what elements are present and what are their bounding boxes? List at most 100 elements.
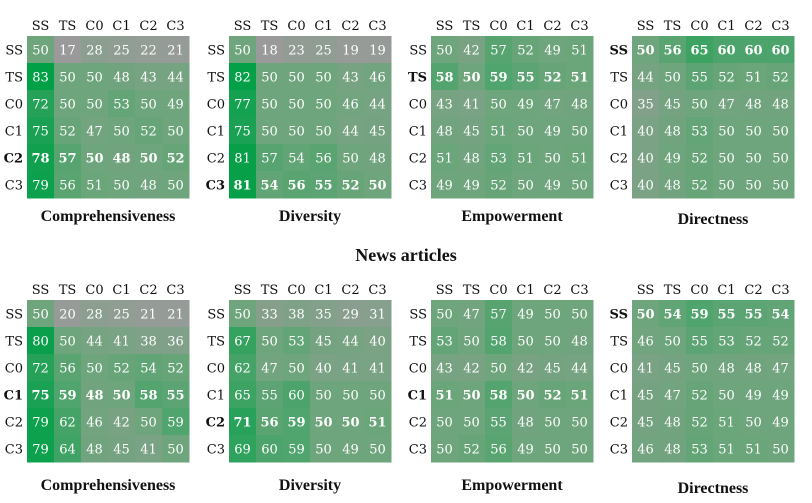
heatmap-cell xyxy=(566,144,594,172)
cell-value-label: 50 xyxy=(167,125,184,140)
row-label: SS xyxy=(409,44,427,59)
cell-value-label: 51 xyxy=(368,416,386,431)
cell-value-label: 35 xyxy=(315,308,332,323)
heatmap-cell xyxy=(162,327,190,355)
row-label: SS xyxy=(207,44,225,59)
heatmap-cell xyxy=(256,63,284,91)
heatmap-cell xyxy=(310,300,338,328)
heatmap-cell xyxy=(27,354,55,382)
heatmap-cell xyxy=(135,63,163,91)
cell-value-label: 50 xyxy=(571,179,588,194)
heatmap-cell xyxy=(659,435,687,463)
cell-value-label: 52 xyxy=(341,179,359,194)
heatmap-cell xyxy=(659,117,687,145)
heatmap-cell xyxy=(512,117,540,145)
cell-value-label: 36 xyxy=(167,335,184,350)
cell-value-label: 48 xyxy=(113,71,130,86)
heatmap-cell xyxy=(283,144,311,172)
cell-value-label: 40 xyxy=(637,152,654,167)
heatmap-cell xyxy=(108,300,136,328)
cell-value-label: 50 xyxy=(691,98,708,113)
heatmap-cell xyxy=(458,36,486,64)
heatmap-cell xyxy=(54,90,82,118)
cell-value-label: 49 xyxy=(544,125,561,140)
row-label: C0 xyxy=(5,362,23,377)
cell-value-label: 43 xyxy=(436,98,453,113)
heatmap-cell xyxy=(632,354,660,382)
heatmap-cell xyxy=(337,36,365,64)
column-label: SS xyxy=(436,283,454,298)
cell-value-label: 54 xyxy=(771,308,789,323)
cell-value-label: 41 xyxy=(140,443,157,458)
heatmap-cell xyxy=(539,381,567,409)
heatmap-cell xyxy=(512,63,540,91)
heatmap-cell xyxy=(539,408,567,436)
column-label: C3 xyxy=(166,283,184,298)
cell-value-label: 56 xyxy=(287,179,305,194)
cell-value-label: 75 xyxy=(234,125,251,140)
panel-title-directness: Directness xyxy=(677,211,749,228)
column-label: C2 xyxy=(139,283,157,298)
heatmap-cell xyxy=(81,408,109,436)
column-label: SS xyxy=(32,19,50,34)
cell-value-label: 50 xyxy=(315,125,332,140)
cell-value-label: 78 xyxy=(31,152,49,167)
cell-value-label: 48 xyxy=(664,416,681,431)
row-label: C2 xyxy=(206,416,225,431)
cell-value-label: 58 xyxy=(490,335,507,350)
row-label: C2 xyxy=(409,416,427,431)
heatmap-cell xyxy=(337,300,365,328)
column-label: C1 xyxy=(112,283,130,298)
cell-value-label: 47 xyxy=(718,98,735,113)
cell-value-label: 50 xyxy=(288,98,305,113)
heatmap-cell xyxy=(54,435,82,463)
cell-value-label: 50 xyxy=(59,98,76,113)
cell-value-label: 50 xyxy=(636,308,654,323)
heatmap-cell xyxy=(162,144,190,172)
cell-value-label: 65 xyxy=(234,389,251,404)
cell-value-label: 50 xyxy=(718,152,735,167)
heatmap-cell xyxy=(458,354,486,382)
heatmap-cell xyxy=(539,36,567,64)
heatmap-cell xyxy=(686,144,714,172)
heatmap-cell xyxy=(364,90,392,118)
column-label: C1 xyxy=(516,19,534,34)
row-label: C3 xyxy=(409,443,427,458)
cell-value-label: 51 xyxy=(570,389,588,404)
column-label: C2 xyxy=(744,283,762,298)
cell-value-label: 42 xyxy=(463,44,480,59)
cell-value-label: 48 xyxy=(664,125,681,140)
cell-value-label: 48 xyxy=(463,152,480,167)
heatmap-cell xyxy=(686,36,714,64)
heatmap-cell xyxy=(256,381,284,409)
column-label: C0 xyxy=(690,19,708,34)
cell-value-label: 53 xyxy=(490,152,507,167)
heatmap-cell xyxy=(713,435,741,463)
heatmap-cell xyxy=(364,327,392,355)
cell-value-label: 45 xyxy=(664,362,681,377)
cell-value-label: 79 xyxy=(32,416,49,431)
column-label: C2 xyxy=(744,19,762,34)
heatmap-cell xyxy=(431,435,459,463)
row-label: C2 xyxy=(610,152,628,167)
cell-value-label: 50 xyxy=(745,125,762,140)
row-label: SS xyxy=(5,308,23,323)
cell-value-label: 41 xyxy=(342,362,359,377)
cell-value-label: 50 xyxy=(772,179,789,194)
heatmap-cell xyxy=(659,90,687,118)
column-label: SS xyxy=(234,19,252,34)
cell-value-label: 45 xyxy=(664,98,681,113)
cell-value-label: 50 xyxy=(369,389,386,404)
cell-value-label: 52 xyxy=(772,335,789,350)
cell-value-label: 50 xyxy=(571,416,588,431)
heatmap-cell xyxy=(310,171,338,199)
cell-value-label: 41 xyxy=(637,362,654,377)
cell-value-label: 50 xyxy=(544,335,561,350)
cell-value-label: 50 xyxy=(436,44,453,59)
heatmap-cell xyxy=(431,90,459,118)
panel-title-empowerment: Empowerment xyxy=(461,208,563,225)
heatmap-cell xyxy=(659,36,687,64)
cell-value-label: 47 xyxy=(261,362,278,377)
heatmap-cell xyxy=(310,354,338,382)
heatmap-cell xyxy=(283,435,311,463)
